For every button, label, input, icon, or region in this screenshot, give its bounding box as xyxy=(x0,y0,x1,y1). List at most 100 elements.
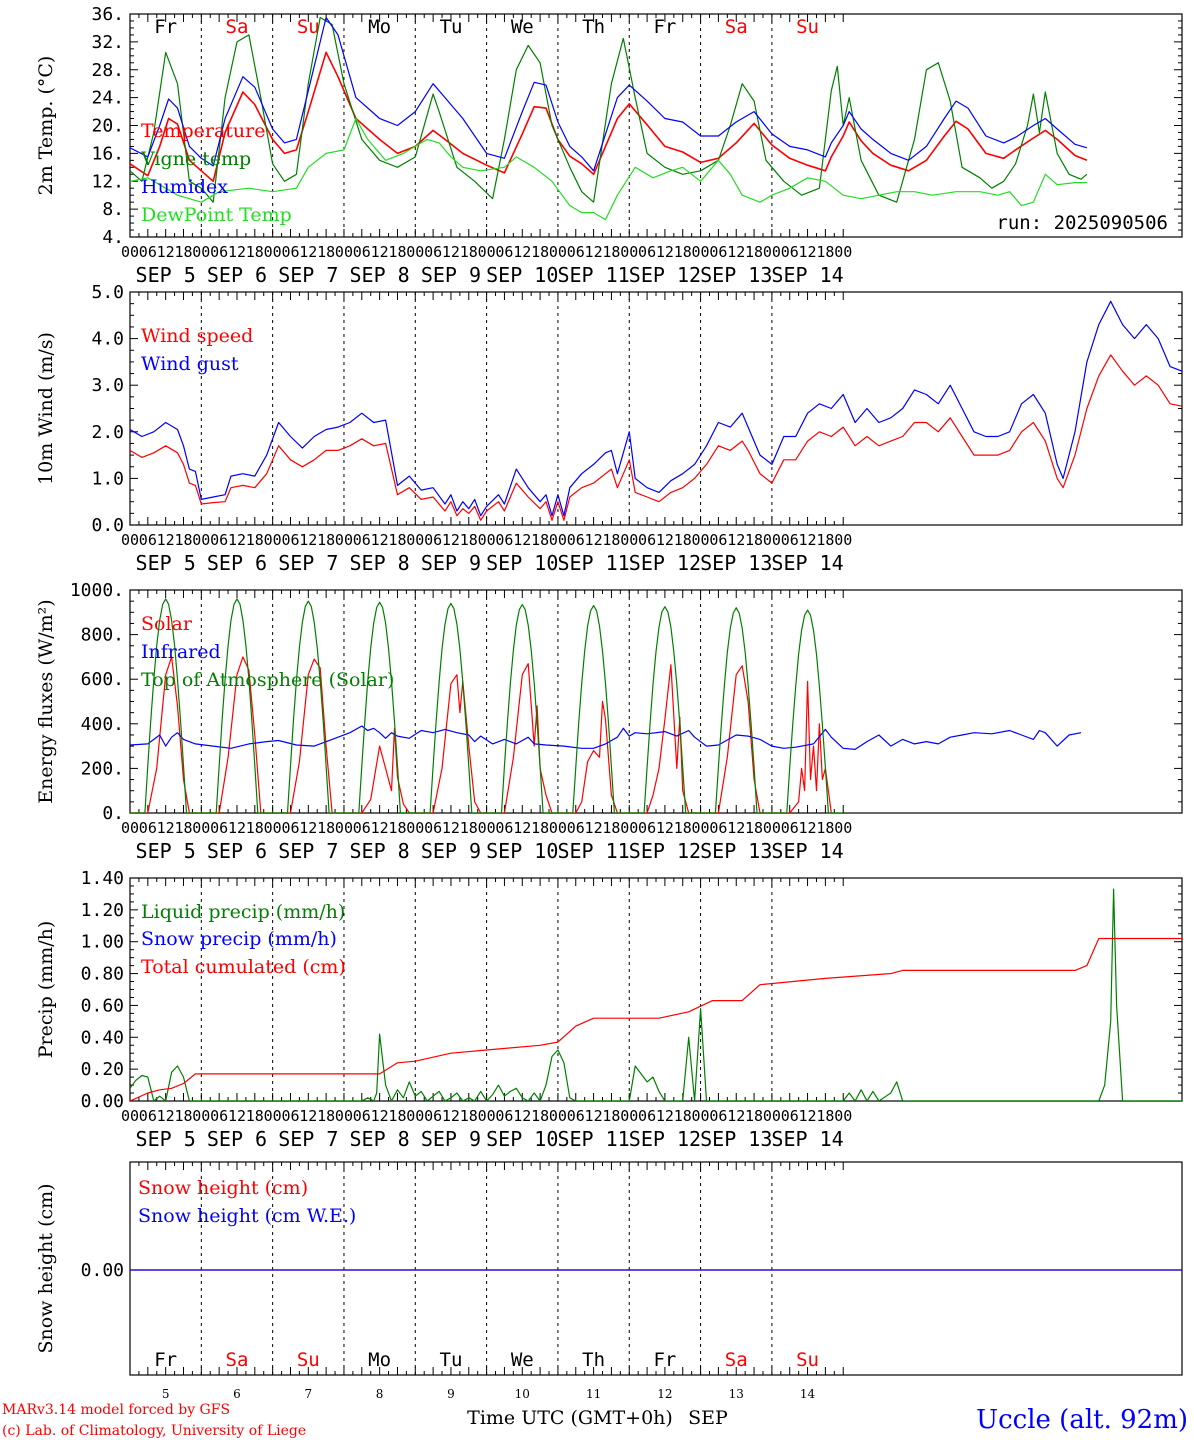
y-tick-label: 1.40 xyxy=(81,868,124,889)
bottom-date-label: 12 xyxy=(657,1387,672,1401)
hour-tick-label: 00 xyxy=(692,243,710,261)
hour-tick-label: 00 xyxy=(478,819,496,837)
y-axis-label: Energy fluxes (W/m²) xyxy=(35,599,57,803)
y-tick-label: 0.80 xyxy=(81,964,124,985)
hour-tick-label: 18 xyxy=(816,243,834,261)
hour-tick-label: 12 xyxy=(799,819,817,837)
y-tick-label: 1000. xyxy=(70,580,124,601)
y-tick-label: 2.0 xyxy=(91,422,124,443)
hour-tick-label: 18 xyxy=(674,243,692,261)
bottom-date-label: 9 xyxy=(447,1387,455,1401)
hour-tick-label: 12 xyxy=(513,531,531,549)
y-axis-label: 2m Temp. (°C) xyxy=(35,56,57,196)
hour-tick-label: 18 xyxy=(816,531,834,549)
hour-tick-label: 06 xyxy=(709,1107,727,1125)
hour-tick-label: 12 xyxy=(299,819,317,837)
day-name: We xyxy=(511,16,534,38)
date-label: SEP 13 xyxy=(700,1127,772,1151)
day-name: Su xyxy=(297,16,320,38)
date-label: SEP 5 xyxy=(136,839,196,863)
hour-tick-label: 06 xyxy=(567,819,585,837)
series-group xyxy=(130,16,1088,221)
y-tick-label: 28. xyxy=(91,60,124,81)
legend-entry: Temperature xyxy=(141,120,265,142)
hour-tick-label: 18 xyxy=(317,531,335,549)
hour-tick-label: 06 xyxy=(210,531,228,549)
hour-tick-label: 12 xyxy=(157,243,175,261)
hour-tick-label: 12 xyxy=(157,1107,175,1125)
hour-tick-label: 12 xyxy=(228,819,246,837)
bottom-date-label: 11 xyxy=(586,1387,601,1401)
hour-tick-label: 12 xyxy=(727,531,745,549)
hour-tick-label: 06 xyxy=(709,531,727,549)
hour-tick-label: 18 xyxy=(246,243,264,261)
hour-tick-label: 00 xyxy=(763,243,781,261)
date-label: SEP 6 xyxy=(207,551,267,575)
date-label: SEP 7 xyxy=(278,1127,338,1151)
x-axis-title: Time UTC (GMT+0h) xyxy=(467,1407,673,1429)
hour-tick-label: 00 xyxy=(620,819,638,837)
hour-tick-label: 18 xyxy=(602,531,620,549)
y-tick-label: 3.0 xyxy=(91,375,124,396)
y-tick-label: 32. xyxy=(91,32,124,53)
hour-tick-label: 12 xyxy=(299,531,317,549)
series-line-infrared xyxy=(130,725,1082,751)
hour-tick-label: 12 xyxy=(513,1107,531,1125)
hour-tick-label: 18 xyxy=(602,1107,620,1125)
hour-tick-label: 12 xyxy=(656,531,674,549)
hour-tick-label: 18 xyxy=(674,531,692,549)
y-tick-label: 8. xyxy=(102,199,124,220)
hour-tick-label: 12 xyxy=(656,1107,674,1125)
hour-tick-label: 18 xyxy=(246,819,264,837)
hour-tick-label: 18 xyxy=(246,531,264,549)
hour-tick-label: 12 xyxy=(727,243,745,261)
date-label: SEP 12 xyxy=(629,263,701,287)
date-label: SEP 10 xyxy=(486,551,558,575)
hour-tick-label: 06 xyxy=(709,243,727,261)
panel-1: 4. 8. 12. 16. 20. 24. 28. 32. 36. 2m Temp. (°C) 00… xyxy=(35,4,1183,287)
date-label: SEP 7 xyxy=(278,839,338,863)
date-label: SEP 14 xyxy=(771,551,843,575)
legend-entry: Humidex xyxy=(141,176,228,198)
y-tick-label: 20. xyxy=(91,116,124,137)
hour-tick-label: 00 xyxy=(834,1107,852,1125)
series-line-temperature xyxy=(130,51,1088,183)
hour-tick-label: 06 xyxy=(210,243,228,261)
hour-tick-label: 18 xyxy=(460,531,478,549)
y-tick-label: 0.00 xyxy=(81,1091,124,1112)
legend-entry: Wind speed xyxy=(141,325,253,347)
hour-tick-label: 00 xyxy=(335,1107,353,1125)
hour-tick-label: 00 xyxy=(192,531,210,549)
date-label: SEP 6 xyxy=(207,1127,267,1151)
y-tick-label: 0.20 xyxy=(81,1059,124,1080)
day-name: Su xyxy=(796,16,819,38)
hour-tick-label: 18 xyxy=(460,243,478,261)
hour-tick-label: 18 xyxy=(745,819,763,837)
hour-tick-label: 12 xyxy=(228,243,246,261)
hour-tick-label: 00 xyxy=(692,531,710,549)
day-name: Th xyxy=(582,16,605,38)
hour-tick-label: 12 xyxy=(727,1107,745,1125)
hour-tick-label: 06 xyxy=(281,243,299,261)
hour-tick-label: 12 xyxy=(799,531,817,549)
month-label: SEP xyxy=(688,1407,728,1429)
day-name: Tu xyxy=(440,16,463,38)
hour-tick-label: 12 xyxy=(585,243,603,261)
hour-tick-label: 06 xyxy=(638,531,656,549)
hour-tick-label: 00 xyxy=(478,243,496,261)
hour-tick-label: 18 xyxy=(745,531,763,549)
date-label: SEP 8 xyxy=(350,263,410,287)
date-label: SEP 8 xyxy=(350,839,410,863)
date-label: SEP 7 xyxy=(278,263,338,287)
hour-tick-label: 18 xyxy=(745,1107,763,1125)
legend-entry: Solar xyxy=(141,613,193,635)
hour-tick-label: 18 xyxy=(174,819,192,837)
day-name: Sa xyxy=(725,16,748,38)
hour-tick-label: 12 xyxy=(513,243,531,261)
hour-tick-label: 18 xyxy=(745,243,763,261)
hour-tick-label: 12 xyxy=(371,819,389,837)
hour-tick-label: 18 xyxy=(174,531,192,549)
y-tick-label: 0.00 xyxy=(81,1260,124,1281)
date-label: SEP 11 xyxy=(557,1127,629,1151)
series-line-liquid-precip-mm-h- xyxy=(130,888,1182,1101)
